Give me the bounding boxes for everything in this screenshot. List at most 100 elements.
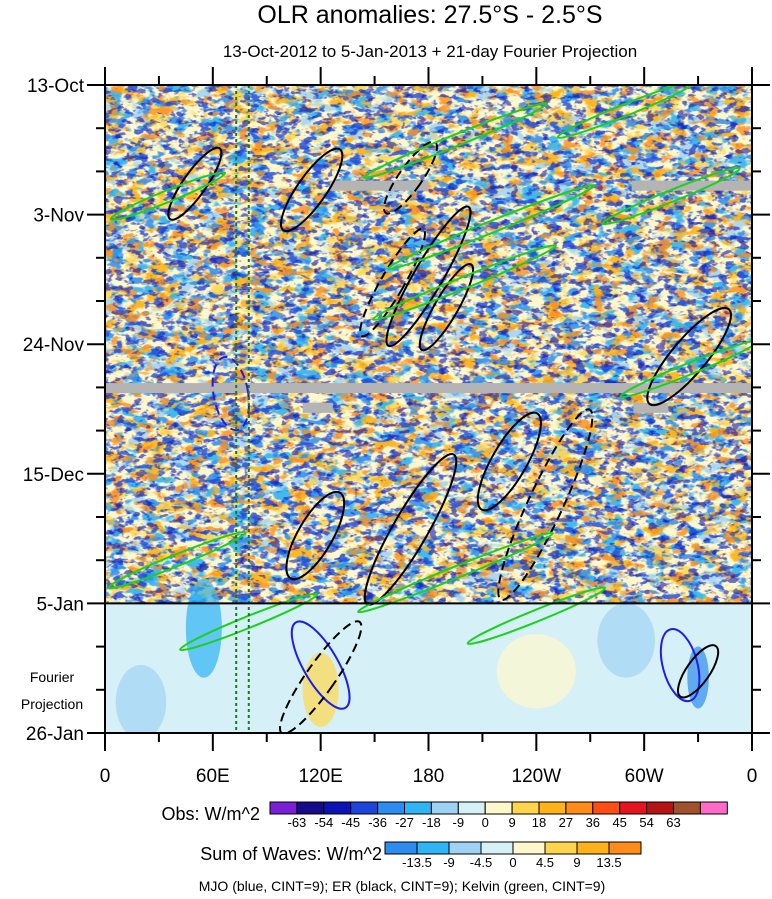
wave-contour-mjo: [290, 620, 351, 710]
plot-area: [105, 85, 752, 733]
y-tick-label: 26-Jan: [26, 724, 84, 745]
projection-anomaly: [597, 603, 655, 678]
wave-contour-kelvin: [466, 586, 607, 645]
colorbar-tick-label: -45: [341, 815, 360, 830]
colorbar-tick-label: 45: [612, 815, 626, 830]
missing-data-patch: [329, 180, 429, 191]
colorbar-tick-label: 0: [509, 855, 516, 870]
x-tick-label: 60W: [625, 766, 664, 787]
projection-anomaly: [185, 578, 222, 678]
projection-label-line2: Projection: [21, 696, 83, 712]
obs-colorbar: -63 -54 -45 -36 -27 -18 -9 0 9 18 27 36 45 54 63: [269, 801, 728, 830]
projection-anomaly: [302, 652, 339, 727]
colorbar-swatch: [699, 801, 728, 815]
wave-contour-er: [280, 147, 344, 233]
colorbar-swatch: [592, 801, 621, 815]
wave-contour-kelvin: [601, 166, 741, 226]
wave-contours: [107, 85, 752, 733]
x-tick-label: 0: [747, 766, 758, 787]
colorbar-tick-label: -36: [368, 815, 387, 830]
colorbar-swatch: [296, 801, 325, 815]
colorbar-tick-label: -63: [288, 815, 307, 830]
missing-data-band: [105, 383, 752, 394]
wave-contour-kelvin: [362, 102, 549, 179]
wave-contour-mjo: [659, 628, 701, 703]
colorbar-tick-label: -13.5: [402, 855, 432, 870]
wave-contour-er: [278, 620, 363, 733]
axes: 13-Oct 3-Nov 24-Nov 15-Dec 5-Jan 26-Jan 0 60E 12…: [23, 67, 770, 787]
colorbar-tick-label: -27: [395, 815, 414, 830]
chart-title: OLR anomalies: 27.5°S - 2.5°S: [257, 1, 602, 29]
wave-contour-er: [285, 490, 346, 581]
colorbar-tick-label: 9: [573, 855, 580, 870]
wave-contour-er: [359, 227, 426, 338]
reference-lines: [235, 85, 250, 733]
projection-anomaly: [687, 646, 709, 709]
x-tick-label: 60E: [196, 766, 230, 787]
wave-contour-er: [418, 263, 475, 352]
colorbar-swatch: [404, 801, 432, 815]
colorbar-swatch: [480, 841, 514, 855]
wave-contour-kelvin: [371, 244, 558, 321]
x-tick-label: 120W: [512, 766, 562, 787]
colorbar-tick-label: 36: [586, 815, 600, 830]
wave-legend-text: MJO (blue, CINT=9); ER (black, CINT=9); …: [199, 878, 606, 894]
colorbar-swatch: [565, 801, 594, 815]
wave-contour-kelvin: [556, 85, 696, 139]
colorbar-swatch: [538, 801, 567, 815]
wave-contour-mjo: [211, 355, 250, 432]
colorbar-swatch: [646, 801, 674, 815]
x-tick-label: 120E: [298, 766, 342, 787]
y-tick-label: 13-Oct: [27, 76, 85, 97]
missing-data-patch: [633, 402, 669, 413]
colorbar-swatch: [323, 801, 352, 815]
colorbar-tick-label: 18: [532, 815, 546, 830]
wave-contour-er: [383, 140, 439, 215]
wave-contour-kelvin: [387, 183, 596, 270]
colorbar-swatch: [544, 841, 578, 855]
colorbar-swatch: [269, 801, 298, 815]
colorbar-swatch: [457, 801, 486, 815]
colorbar-swatch: [619, 801, 648, 815]
wave-contour-er: [646, 306, 732, 407]
colorbar-tick-label: 54: [639, 815, 653, 830]
wave-contour-kelvin: [107, 530, 247, 590]
waves-colorbar: -13.5 -9 -4.5 0 4.5 9 13.5: [384, 841, 642, 870]
colorbar-swatch: [608, 841, 642, 855]
y-tick-label: 15-Dec: [23, 465, 84, 486]
wave-contour-kelvin: [619, 339, 752, 399]
x-tick-label: 180: [413, 766, 445, 787]
wave-contour-er: [497, 408, 594, 601]
colorbar-tick-label: -54: [314, 815, 333, 830]
wave-contour-er: [476, 411, 542, 512]
y-tick-label: 24-Nov: [23, 335, 85, 356]
obs-colorbar-label: Obs: W/m^2: [162, 804, 260, 824]
colorbar-tick-label: 0: [482, 815, 489, 830]
colorbar-tick-label: 27: [559, 815, 573, 830]
wave-contour-er: [167, 146, 223, 221]
anomaly-layer: [105, 85, 752, 603]
colorbar-swatch: [448, 841, 482, 855]
wave-contour-kelvin: [357, 531, 554, 614]
wave-contour-er: [677, 644, 720, 699]
y-tick-label: 5-Jan: [36, 594, 84, 615]
colorbar-swatch: [484, 801, 513, 815]
x-tick-label: 0: [100, 766, 111, 787]
colorbar-swatch: [576, 841, 610, 855]
y-tick-label: 3-Nov: [33, 206, 84, 227]
projection-label-line1: Fourier: [30, 669, 75, 685]
wave-contour-kelvin: [179, 592, 319, 652]
colorbar-tick-label: -9: [443, 855, 455, 870]
projection-anomaly: [115, 664, 167, 733]
colorbar-swatch: [384, 841, 418, 855]
colorbar-tick-label: -4.5: [470, 855, 492, 870]
colorbar-tick-label: -9: [453, 815, 465, 830]
colorbar-swatch: [430, 801, 459, 815]
missing-data-patch: [631, 180, 752, 191]
colorbar-tick-label: 13.5: [596, 855, 621, 870]
colorbar-tick-label: 9: [508, 815, 515, 830]
colorbar-tick-label: -18: [422, 815, 441, 830]
waves-colorbar-label: Sum of Waves: W/m^2: [200, 844, 382, 864]
wave-contour-kelvin: [109, 171, 227, 221]
